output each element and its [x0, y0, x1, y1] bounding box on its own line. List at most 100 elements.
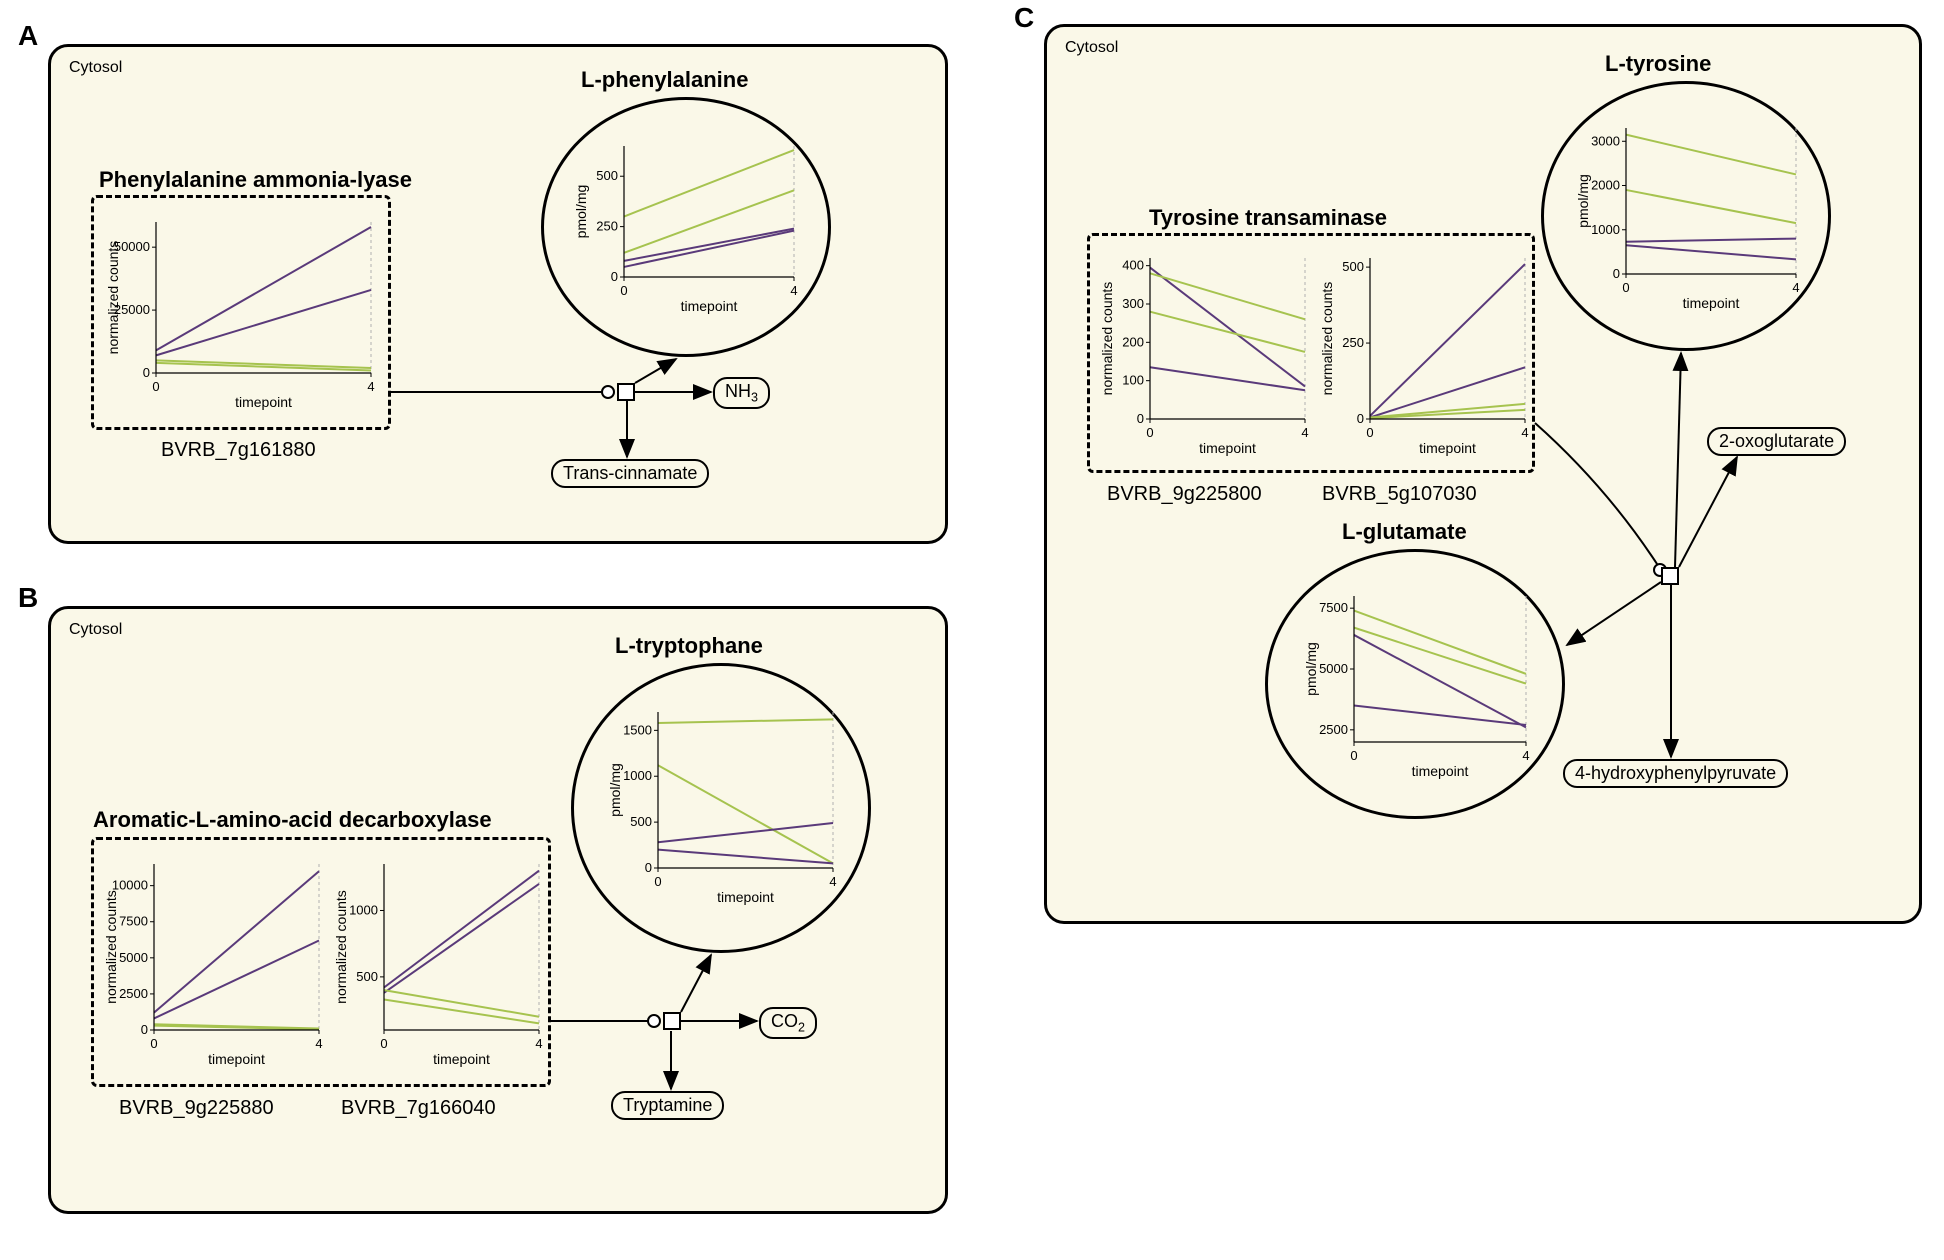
svg-text:timepoint: timepoint: [1683, 295, 1740, 311]
svg-text:4: 4: [1792, 280, 1799, 295]
chart-c-tyr: 010002000300004timepointpmol/mg: [1574, 122, 1804, 312]
svg-text:timepoint: timepoint: [208, 1051, 265, 1067]
svg-text:0: 0: [380, 1036, 387, 1051]
svg-text:normalized counts: normalized counts: [1319, 282, 1335, 396]
lglutamate-node: 2500 5000 7500 0 4 timepoint pmol/mg: [1265, 549, 1565, 819]
svg-text:5000: 5000: [1319, 661, 1348, 676]
gene-b-2: BVRB_7g166040: [341, 1097, 496, 1120]
ltryptophane-node: 05001000150004timepointpmol/mg: [571, 663, 871, 953]
gene-c-2: BVRB_5g107030: [1322, 483, 1477, 506]
svg-text:100: 100: [1122, 373, 1144, 388]
panel-b-label: B: [18, 582, 38, 614]
reaction-square-c: [1661, 567, 1679, 585]
svg-text:300: 300: [1122, 296, 1144, 311]
svg-text:normalized counts: normalized counts: [1099, 282, 1115, 396]
hydroxyphenylpyruvate-node: 4-hydroxyphenylpyruvate: [1563, 759, 1788, 788]
gene-a-1: BVRB_7g161880: [161, 439, 316, 462]
svg-text:250: 250: [596, 219, 618, 234]
svg-text:5000: 5000: [119, 950, 148, 965]
lphenylalanine-title: L-phenylalanine: [581, 67, 748, 93]
svg-text:200: 200: [1122, 334, 1144, 349]
svg-text:4: 4: [1301, 425, 1308, 440]
svg-text:4: 4: [829, 874, 836, 889]
svg-text:4: 4: [1521, 425, 1528, 440]
enzyme-a-title: Phenylalanine ammonia-lyase: [99, 167, 412, 193]
svg-text:7500: 7500: [1319, 600, 1348, 615]
svg-text:0: 0: [1613, 266, 1620, 281]
svg-text:0: 0: [1366, 425, 1373, 440]
reaction-circle-b: [647, 1014, 661, 1028]
ltryptophane-title: L-tryptophane: [615, 633, 763, 659]
svg-text:timepoint: timepoint: [717, 889, 774, 905]
svg-text:0: 0: [152, 379, 159, 394]
co2-node: CO2: [759, 1007, 817, 1039]
reaction-circle-a: [601, 385, 615, 399]
svg-text:0: 0: [1622, 280, 1629, 295]
svg-text:1000: 1000: [349, 902, 378, 917]
svg-text:0: 0: [1146, 425, 1153, 440]
reaction-square-a: [617, 383, 635, 401]
svg-text:500: 500: [356, 969, 378, 984]
svg-text:pmol/mg: pmol/mg: [573, 185, 589, 239]
enzyme-c-box: 010020030040004timepointnormalized count…: [1087, 233, 1535, 473]
enzyme-a-box: 0250005000004timepointnormalized counts: [91, 195, 391, 430]
chart-b-enz2: 500 1000 0 4 timepoint normalized counts: [332, 858, 547, 1068]
svg-text:0: 0: [1357, 411, 1364, 426]
gene-c-1: BVRB_9g225800: [1107, 483, 1262, 506]
svg-text:timepoint: timepoint: [1419, 440, 1476, 456]
cytosol-label-a: Cytosol: [69, 59, 122, 77]
panel-b: Cytosol L-tryptophane 0 500 1000 1500 0 4 time…: [48, 606, 948, 1214]
svg-text:2500: 2500: [1319, 722, 1348, 737]
svg-text:0: 0: [611, 269, 618, 284]
gene-b-1: BVRB_9g225880: [119, 1097, 274, 1120]
nh3-node: NH3: [713, 377, 770, 409]
panel-a-label: A: [18, 20, 38, 52]
chart-a-enz: 0250005000004timepointnormalized counts: [104, 216, 379, 411]
chart-b-met: 05001000150004timepointpmol/mg: [606, 706, 841, 906]
svg-text:normalized counts: normalized counts: [105, 241, 121, 355]
svg-text:pmol/mg: pmol/mg: [1303, 642, 1319, 696]
svg-text:4: 4: [535, 1036, 542, 1051]
svg-text:0: 0: [1137, 411, 1144, 426]
svg-text:4: 4: [367, 379, 374, 394]
chart-c-glu: 2500 5000 7500 0 4 timepoint pmol/mg: [1302, 590, 1534, 780]
svg-text:250: 250: [1342, 335, 1364, 350]
svg-text:0: 0: [1350, 748, 1357, 763]
cytosol-label-b: Cytosol: [69, 621, 122, 639]
chart-a-met: 025050004timepointpmol/mg: [572, 140, 802, 315]
svg-text:1000: 1000: [623, 768, 652, 783]
lglutamate-title: L-glutamate: [1342, 519, 1467, 545]
svg-text:1500: 1500: [623, 722, 652, 737]
ltyrosine-title: L-tyrosine: [1605, 51, 1711, 77]
trans-cinnamate-node: Trans-cinnamate: [551, 459, 709, 488]
svg-text:500: 500: [630, 814, 652, 829]
cytosol-label-c: Cytosol: [1065, 39, 1118, 57]
panel-c: Cytosol L-tyrosine 010002000300004timepo…: [1044, 24, 1922, 924]
svg-text:2000: 2000: [1591, 178, 1620, 193]
svg-text:pmol/mg: pmol/mg: [1575, 174, 1591, 228]
chart-c-enz1: 010020030040004timepointnormalized count…: [1098, 252, 1313, 457]
svg-text:timepoint: timepoint: [1412, 763, 1469, 779]
ltyrosine-node: 010002000300004timepointpmol/mg: [1541, 81, 1831, 351]
oxoglutarate-node: 2-oxoglutarate: [1707, 427, 1846, 456]
tryptamine-node: Tryptamine: [611, 1091, 724, 1120]
panel-a: Cytosol L-phenylalanine 0 250 500 0 4 timepoi…: [48, 44, 948, 544]
enzyme-b-box: 02500500075001000004timepointnormalized …: [91, 837, 551, 1087]
svg-text:0: 0: [620, 283, 627, 298]
chart-b-enz1: 02500500075001000004timepointnormalized …: [102, 858, 327, 1068]
svg-text:normalized counts: normalized counts: [333, 890, 349, 1004]
svg-text:4: 4: [315, 1036, 322, 1051]
svg-text:pmol/mg: pmol/mg: [607, 763, 623, 817]
svg-text:500: 500: [1342, 259, 1364, 274]
svg-text:normalized counts: normalized counts: [103, 890, 119, 1004]
enzyme-b-title: Aromatic-L-amino-acid decarboxylase: [93, 807, 492, 833]
svg-text:timepoint: timepoint: [681, 298, 738, 314]
svg-text:4: 4: [1522, 748, 1529, 763]
svg-text:500: 500: [596, 168, 618, 183]
svg-text:timepoint: timepoint: [235, 394, 292, 410]
svg-text:0: 0: [143, 365, 150, 380]
svg-text:0: 0: [645, 860, 652, 875]
enzyme-c-title: Tyrosine transaminase: [1149, 205, 1387, 231]
svg-text:0: 0: [150, 1036, 157, 1051]
svg-text:timepoint: timepoint: [433, 1051, 490, 1067]
